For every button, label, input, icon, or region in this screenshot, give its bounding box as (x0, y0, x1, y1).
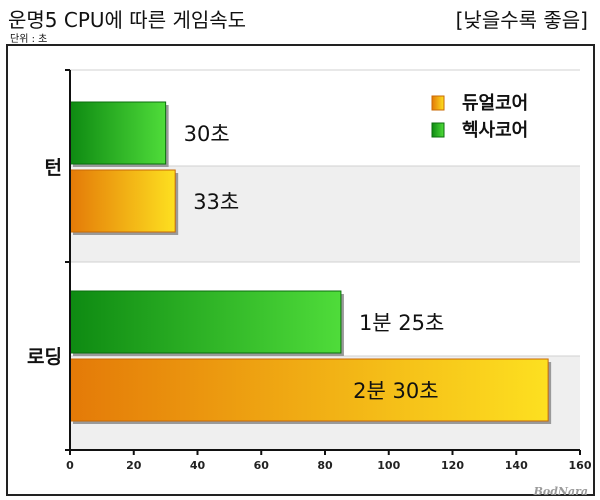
bar-dual-core-turn (69, 169, 176, 233)
value-label: 2분 30초 (353, 379, 438, 403)
x-tick-label: 20 (126, 459, 142, 472)
category-label: 로딩 (27, 346, 62, 368)
unit-label: 단위 : 초 (10, 34, 48, 45)
bar-hexa-core-turn (69, 101, 167, 165)
watermark-logo: BodNara (533, 485, 588, 498)
x-tick-label: 60 (254, 459, 270, 472)
legend-swatch-hexa-core (431, 122, 445, 138)
legend-label-hexa-core: 헥사코어 (462, 120, 528, 141)
value-label: 33초 (193, 190, 239, 214)
x-tick-label: 0 (66, 459, 74, 472)
x-tick-label: 160 (569, 459, 592, 472)
value-label: 30초 (184, 122, 230, 146)
lower-is-better-note: [낮을수록 좋음] (455, 8, 588, 32)
legend-swatch-dual-core (431, 95, 445, 111)
x-tick-label: 100 (377, 459, 400, 472)
bar-hexa-core-loading (69, 290, 342, 354)
x-tick-label: 120 (441, 459, 464, 472)
x-tick-label: 80 (317, 459, 333, 472)
chart-title: 운명5 CPU에 따른 게임속도 (8, 8, 247, 32)
bar-dual-core-loading (69, 358, 549, 422)
category-label: 턴 (45, 157, 62, 179)
x-tick-label: 140 (505, 459, 528, 472)
legend-label-dual-core: 듀얼코어 (462, 93, 528, 114)
value-label: 1분 25초 (359, 311, 444, 335)
x-tick-label: 40 (190, 459, 206, 472)
